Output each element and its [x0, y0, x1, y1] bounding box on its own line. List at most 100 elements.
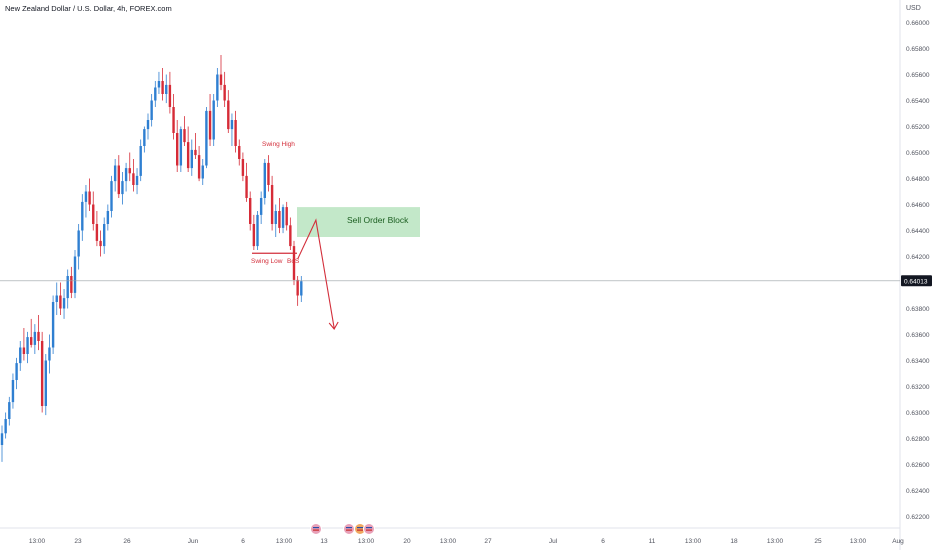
price-tick-label: 0.66000 [906, 20, 930, 27]
candle [44, 354, 47, 416]
candle-body [128, 168, 131, 174]
candle [139, 139, 142, 182]
candle-body [113, 165, 117, 182]
flag-icon [343, 523, 355, 535]
candle-body [30, 337, 33, 345]
order-block-label: Sell Order Block [347, 215, 409, 225]
candle-body [15, 363, 18, 380]
candle-body [103, 224, 106, 247]
price-tick-label: 0.62800 [906, 436, 930, 443]
candle-body [165, 84, 168, 94]
candle-body [168, 84, 172, 107]
candle [48, 334, 51, 374]
candle-body [135, 175, 139, 185]
price-tick-label: 0.63400 [906, 358, 930, 365]
candle-body [117, 165, 120, 195]
candle [110, 175, 113, 218]
candle [219, 55, 223, 91]
flag-stripe [346, 527, 352, 529]
annotations-layer: Swing High Swing Low BoS Sell Order Block [251, 141, 409, 330]
candle-body [300, 281, 303, 296]
candle [26, 331, 29, 364]
candle-body [139, 146, 142, 176]
candle [230, 113, 234, 146]
candle [132, 159, 135, 192]
candle [73, 250, 77, 299]
economic-event-icon[interactable] [343, 523, 355, 535]
candle-body [88, 191, 91, 205]
time-tick-label: 23 [74, 538, 82, 545]
candle [300, 276, 303, 302]
price-tick-label: 0.62400 [906, 488, 930, 495]
candle-body [274, 211, 277, 224]
current-price-tag [901, 275, 932, 287]
time-tick-label: 13:00 [685, 538, 702, 545]
candle-body [212, 100, 215, 140]
candle-body [73, 256, 77, 293]
candle-body [66, 276, 69, 299]
candle [281, 204, 285, 234]
candle-body [62, 298, 66, 309]
time-tick-label: 26 [123, 538, 131, 545]
candle [70, 266, 73, 299]
candle [212, 94, 215, 146]
candle-body [95, 224, 99, 241]
candle-body [106, 211, 110, 224]
candle [256, 211, 259, 250]
candle [146, 113, 150, 140]
candle-body [208, 110, 212, 140]
candle-body [238, 146, 241, 159]
price-axis[interactable]: 0.66000 0.65800 0.65600 0.65400 0.65200 0.650… [0, 20, 932, 521]
candle-body [190, 149, 193, 169]
candle [0, 425, 4, 462]
candle-body [267, 162, 270, 185]
candle [238, 139, 241, 166]
candle-body [201, 165, 204, 179]
time-tick-label: 13:00 [440, 538, 457, 545]
candle [33, 324, 37, 354]
candle-body [121, 181, 124, 195]
candle [154, 81, 157, 107]
candle [234, 110, 237, 153]
time-tick-label: 27 [484, 538, 492, 545]
candle-body [285, 207, 288, 226]
economic-events[interactable] [310, 523, 375, 535]
candle-body [55, 295, 58, 302]
projection-arrow [297, 218, 335, 329]
candle [106, 204, 110, 231]
candle [103, 217, 106, 254]
candle-body [84, 191, 88, 202]
candle [81, 194, 84, 241]
candle [245, 162, 248, 202]
time-axis[interactable]: 13:00 23 26 Jun 6 13:00 13 13:00 20 13:00 27 Jul 6 11… [29, 538, 904, 545]
flag-icon [310, 523, 322, 535]
candle [241, 152, 245, 182]
candle [252, 214, 256, 250]
candle [259, 191, 263, 224]
candle [249, 191, 252, 231]
candle-body [92, 204, 95, 224]
candle [208, 94, 212, 146]
economic-event-icon[interactable] [363, 523, 375, 535]
price-tick-label: 0.63800 [906, 306, 930, 313]
candle-body [278, 211, 281, 228]
candle [205, 107, 208, 169]
candle-body [263, 162, 266, 198]
time-tick-label: 13:00 [276, 538, 293, 545]
candle-body [81, 201, 84, 231]
candle-body [0, 433, 4, 445]
candle [165, 74, 168, 104]
candle-body [219, 74, 223, 85]
flag-icon [363, 523, 375, 535]
time-tick-label: Jul [549, 538, 558, 545]
candle [121, 172, 124, 205]
economic-event-icon[interactable] [310, 523, 322, 535]
price-tick-label: 0.63200 [906, 384, 930, 391]
candle [143, 126, 146, 153]
candle [37, 315, 40, 351]
candle [172, 94, 175, 140]
candle-body [259, 198, 263, 215]
time-tick-label: 13 [320, 538, 328, 545]
